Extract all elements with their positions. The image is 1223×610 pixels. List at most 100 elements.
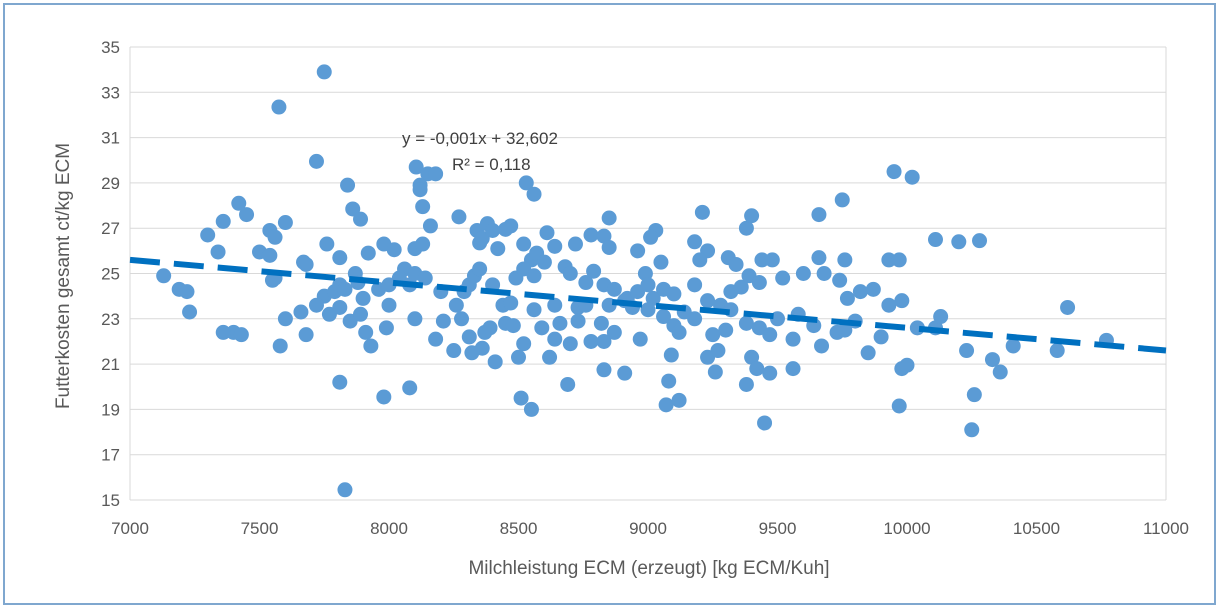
data-point <box>360 245 376 261</box>
data-point <box>762 365 778 381</box>
data-point <box>606 281 622 297</box>
data-point <box>757 415 773 431</box>
data-point <box>513 390 529 406</box>
data-point <box>992 364 1008 380</box>
data-point <box>547 238 563 254</box>
data-point <box>355 290 371 306</box>
data-point <box>560 376 576 392</box>
data-point <box>972 233 988 249</box>
data-point <box>700 293 716 309</box>
data-point <box>814 338 830 354</box>
data-point <box>332 250 348 266</box>
data-point <box>526 302 542 318</box>
data-point <box>728 256 744 272</box>
data-points <box>156 64 1114 498</box>
data-point <box>658 397 674 413</box>
data-point <box>583 333 599 349</box>
y-tick-label: 15 <box>101 491 120 510</box>
data-point <box>415 199 431 215</box>
data-point <box>345 201 361 217</box>
data-point <box>891 398 907 414</box>
data-point <box>518 175 534 191</box>
data-point <box>428 331 444 347</box>
data-point <box>640 277 656 293</box>
data-point <box>332 299 348 315</box>
y-tick-label: 25 <box>101 265 120 284</box>
data-point <box>671 392 687 408</box>
data-point <box>632 331 648 347</box>
data-point <box>640 302 656 318</box>
data-point <box>402 380 418 396</box>
data-point <box>448 297 464 313</box>
data-point <box>567 236 583 252</box>
data-point <box>811 250 827 266</box>
data-point <box>692 252 708 268</box>
data-point <box>547 297 563 313</box>
data-point <box>271 99 287 115</box>
data-point <box>490 241 506 257</box>
data-point <box>308 153 324 169</box>
x-tick-label: 9000 <box>629 519 667 538</box>
data-point <box>754 252 770 268</box>
data-point <box>412 182 428 198</box>
data-point <box>785 361 801 377</box>
data-point <box>764 252 780 268</box>
data-point <box>707 364 723 380</box>
data-point <box>277 215 293 231</box>
data-point <box>381 297 397 313</box>
data-point <box>984 352 1000 368</box>
y-tick-label: 33 <box>101 83 120 102</box>
data-point <box>337 482 353 498</box>
chart-frame: 15 17 19 21 23 25 27 29 31 33 35 7000 7500 8000 8500 9… <box>3 3 1216 605</box>
data-point <box>873 329 889 345</box>
data-point <box>511 349 526 365</box>
data-point <box>601 210 617 226</box>
data-point <box>363 338 379 354</box>
data-point <box>262 247 278 263</box>
data-point <box>645 290 661 306</box>
data-point <box>852 284 868 300</box>
data-point <box>408 159 424 175</box>
data-point <box>358 324 374 340</box>
data-point <box>378 320 394 336</box>
data-point <box>834 192 850 208</box>
data-point <box>415 236 431 252</box>
data-point <box>319 236 335 252</box>
data-point <box>795 266 811 281</box>
data-point <box>451 209 467 225</box>
data-point <box>487 354 503 370</box>
data-point <box>606 324 622 340</box>
data-point <box>215 213 231 229</box>
data-point <box>200 227 216 243</box>
data-point <box>811 207 827 223</box>
data-point <box>417 270 433 286</box>
x-tick-label: 9500 <box>759 519 797 538</box>
data-point <box>332 374 348 390</box>
data-point <box>656 309 672 325</box>
data-point <box>837 322 853 338</box>
data-point <box>428 166 444 182</box>
data-point <box>578 275 594 291</box>
data-point <box>770 311 785 327</box>
data-point <box>308 297 324 313</box>
data-point <box>210 244 226 260</box>
data-point <box>899 357 915 373</box>
data-point <box>663 347 679 363</box>
data-point <box>596 362 612 378</box>
y-tick-label: 29 <box>101 174 120 193</box>
data-point <box>710 343 726 359</box>
data-point <box>570 313 586 329</box>
data-point <box>547 331 563 347</box>
x-tick-label: 7500 <box>241 519 279 538</box>
data-point <box>562 266 578 281</box>
data-point <box>891 252 907 268</box>
data-point <box>536 254 552 270</box>
data-point <box>705 327 721 343</box>
data-point <box>534 320 550 336</box>
data-point <box>376 389 392 405</box>
data-point <box>1005 338 1021 354</box>
data-point <box>272 338 288 354</box>
data-point <box>498 221 514 237</box>
data-point <box>562 336 578 352</box>
data-point <box>775 270 791 286</box>
